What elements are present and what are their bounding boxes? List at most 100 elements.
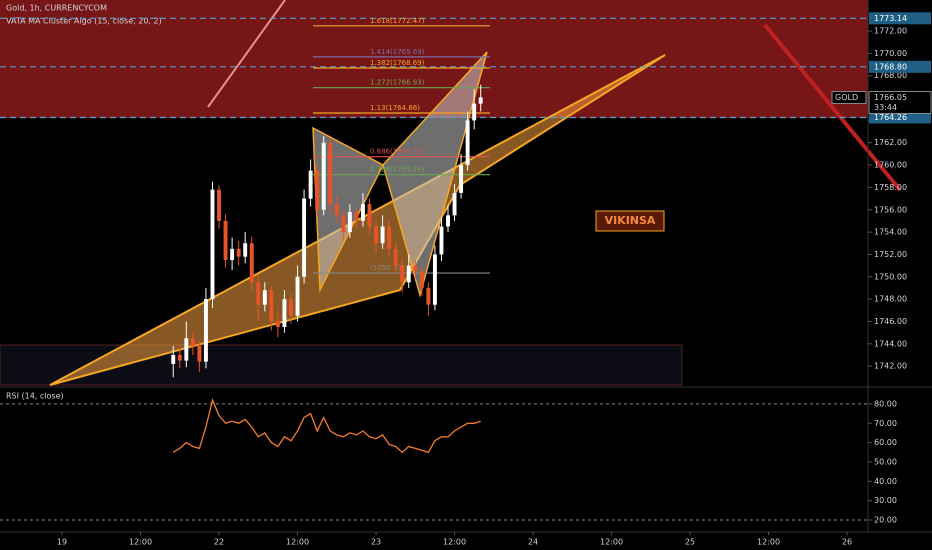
trend-line bbox=[763, 23, 902, 192]
candle-body bbox=[315, 170, 320, 210]
y-tick-label: 1756.00 bbox=[874, 205, 907, 214]
candle-body bbox=[217, 189, 221, 221]
countdown: 33:44 bbox=[874, 103, 897, 112]
candle-body bbox=[295, 276, 300, 316]
candle-body bbox=[400, 265, 405, 283]
y-tick-label: 40.00 bbox=[874, 477, 897, 486]
candle-body bbox=[432, 254, 437, 305]
candle-body bbox=[419, 271, 424, 288]
candle-body bbox=[393, 248, 398, 266]
y-tick-label: 1748.00 bbox=[874, 295, 907, 304]
x-tick-label: 12:00 bbox=[443, 538, 466, 547]
candle-body bbox=[197, 346, 202, 362]
fib-label: 1.618(1772.47) bbox=[370, 17, 425, 25]
candle-body bbox=[177, 354, 182, 361]
y-tick-label: 60.00 bbox=[874, 438, 897, 447]
resistance-zone bbox=[0, 0, 868, 118]
fib-label: 0.786(1759.14) bbox=[370, 166, 425, 174]
candle-body bbox=[452, 193, 457, 216]
y-tick-label: 1772.00 bbox=[874, 27, 907, 36]
y-tick-label: 80.00 bbox=[874, 399, 897, 408]
symbol-tag bbox=[831, 91, 867, 105]
candle-body bbox=[459, 165, 464, 194]
candle-body bbox=[426, 287, 431, 305]
x-tick-label: 23 bbox=[371, 538, 381, 547]
fib-label: 1.382(1768.69) bbox=[370, 59, 425, 67]
candle-body bbox=[334, 204, 339, 216]
candle-body bbox=[249, 243, 254, 283]
x-tick-label: 26 bbox=[842, 538, 852, 547]
x-tick-label: 25 bbox=[685, 538, 695, 547]
fib-label: 0.886(1760.75) bbox=[370, 148, 425, 156]
price-tag bbox=[869, 111, 931, 124]
candle-body bbox=[472, 103, 477, 121]
candle-body bbox=[374, 226, 378, 244]
x-tick-label: 22 bbox=[214, 538, 224, 547]
indicator-name: VATA MA Cluster Algo (15, close, 20, 2) bbox=[6, 17, 162, 26]
y-tick-label: 1768.00 bbox=[874, 71, 907, 80]
y-tick-label: 1744.00 bbox=[874, 339, 907, 348]
y-tick-label: 30.00 bbox=[874, 496, 897, 505]
candle-body bbox=[354, 211, 359, 221]
candle-body bbox=[321, 142, 326, 210]
candle-body bbox=[308, 170, 313, 199]
y-tick-label: 1754.00 bbox=[874, 228, 907, 237]
price-tag bbox=[869, 60, 931, 73]
candle-body bbox=[236, 248, 241, 257]
candle-body bbox=[465, 120, 470, 166]
candle-body bbox=[243, 243, 248, 257]
y-tick-label: 20.00 bbox=[874, 515, 897, 524]
current-price-tag bbox=[868, 91, 932, 115]
candle-body bbox=[367, 204, 372, 227]
candle-body bbox=[341, 215, 346, 233]
x-tick-label: 12:00 bbox=[286, 538, 309, 547]
candle-body bbox=[190, 338, 195, 347]
fib-label: 1.414(1769.69) bbox=[370, 48, 425, 56]
y-tick-label: 1758.00 bbox=[874, 183, 907, 192]
price-tag-label: 1773.14 bbox=[874, 14, 907, 23]
candle-body bbox=[184, 338, 189, 361]
x-tick-label: 12:00 bbox=[757, 538, 780, 547]
y-tick-label: 1742.00 bbox=[874, 362, 907, 371]
y-tick-label: 1750.00 bbox=[874, 272, 907, 281]
candle-body bbox=[328, 142, 333, 205]
candle-body bbox=[275, 321, 280, 328]
candle-body bbox=[269, 290, 274, 322]
candle-body bbox=[262, 290, 267, 305]
candle-body bbox=[413, 265, 418, 272]
candle-body bbox=[210, 189, 215, 300]
price-tag bbox=[869, 12, 931, 25]
y-tick-label: 1762.00 bbox=[874, 138, 907, 147]
price-tag-label: 1768.80 bbox=[874, 62, 907, 71]
candle-body bbox=[446, 215, 450, 227]
candle-body bbox=[203, 299, 208, 362]
candle-body bbox=[439, 226, 444, 255]
candle-body bbox=[347, 211, 352, 233]
candle-body bbox=[230, 248, 235, 261]
x-tick-label: 12:00 bbox=[129, 538, 152, 547]
annotation: VIKINSA bbox=[605, 214, 656, 227]
y-tick-label: 70.00 bbox=[874, 419, 897, 428]
candle-body bbox=[282, 299, 287, 328]
x-tick-label: 12:00 bbox=[600, 538, 623, 547]
y-tick-label: 1746.00 bbox=[874, 317, 907, 326]
current-price-label: 1766.05 bbox=[874, 93, 907, 102]
candle-body bbox=[478, 97, 483, 104]
x-tick-label: 24 bbox=[528, 538, 538, 547]
symbol-label: GOLD bbox=[835, 93, 858, 102]
y-tick-label: 1752.00 bbox=[874, 250, 907, 259]
candle-body bbox=[223, 220, 228, 261]
annotation-box bbox=[595, 210, 665, 232]
candle-body bbox=[360, 204, 365, 221]
candle-body bbox=[171, 354, 176, 364]
fib-label: 1.13(1764.66) bbox=[370, 104, 420, 112]
y-tick-label: 1760.00 bbox=[874, 161, 907, 170]
fib-label: 1.272(1766.93) bbox=[370, 79, 425, 87]
chart-title: Gold, 1h, CURRENCYCOM bbox=[6, 4, 107, 13]
y-tick-label: 1770.00 bbox=[874, 49, 907, 58]
price-tag-label: 1764.26 bbox=[874, 113, 907, 122]
candle-body bbox=[302, 198, 307, 277]
fib-label: (1750.33) bbox=[370, 264, 405, 272]
candle-body bbox=[380, 226, 385, 244]
